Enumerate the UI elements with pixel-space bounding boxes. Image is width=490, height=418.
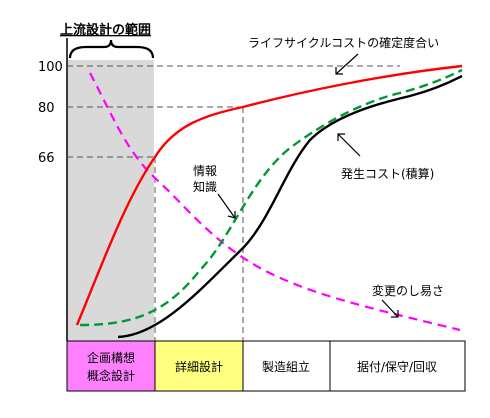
phase-label-planning-1: 企画構想	[87, 350, 135, 365]
phase-label-manufacturing: 製造組立	[262, 359, 310, 374]
upstream-brace	[68, 39, 155, 59]
y-tick-66: 66	[38, 151, 55, 166]
cost-label: 発生コスト(積算)	[341, 166, 434, 181]
phase-label-planning-2: 概念設計	[87, 368, 135, 383]
ease-label: 変更のし易さ	[372, 283, 444, 298]
phase-box-manufacturing	[242, 340, 331, 392]
upstream-title: 上流設計の範囲	[60, 22, 151, 38]
phase-bar	[66, 340, 466, 392]
ease-curve	[89, 72, 461, 332]
info-label-line2: 知識	[193, 180, 217, 194]
cost-curve	[117, 74, 463, 339]
certainty-curve	[75, 64, 463, 326]
pointer-arrows	[217, 53, 399, 318]
phase-label-maintenance: 据付/保守/回収	[357, 360, 437, 374]
upstream-shade	[67, 60, 154, 341]
phase-box-maintenance	[329, 340, 466, 392]
info-label-line1: 情報	[193, 164, 217, 178]
y-tick-80: 80	[38, 101, 55, 116]
phase-box-planning	[66, 340, 156, 392]
info-curve	[79, 68, 463, 327]
certainty-label: ライフサイクルコストの確定度合い	[248, 35, 439, 50]
phase-label-detail: 詳細設計	[175, 359, 223, 374]
phase-box-detail	[154, 340, 244, 392]
y-tick-100: 100	[38, 60, 63, 75]
